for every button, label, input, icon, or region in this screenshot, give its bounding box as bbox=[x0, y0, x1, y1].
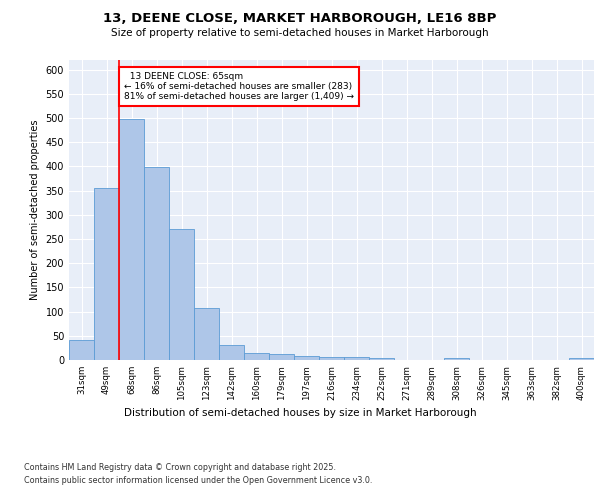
Bar bbox=[69, 340, 94, 360]
Bar bbox=[119, 119, 144, 360]
Text: 13 DEENE CLOSE: 65sqm
← 16% of semi-detached houses are smaller (283)
81% of sem: 13 DEENE CLOSE: 65sqm ← 16% of semi-deta… bbox=[124, 72, 354, 102]
Bar bbox=[319, 356, 344, 360]
Bar bbox=[194, 308, 219, 360]
Bar bbox=[219, 344, 244, 360]
Bar bbox=[244, 352, 269, 360]
Text: Distribution of semi-detached houses by size in Market Harborough: Distribution of semi-detached houses by … bbox=[124, 408, 476, 418]
Text: 13, DEENE CLOSE, MARKET HARBOROUGH, LE16 8BP: 13, DEENE CLOSE, MARKET HARBOROUGH, LE16… bbox=[103, 12, 497, 26]
Y-axis label: Number of semi-detached properties: Number of semi-detached properties bbox=[30, 120, 40, 300]
Bar bbox=[344, 357, 369, 360]
Text: Contains public sector information licensed under the Open Government Licence v3: Contains public sector information licen… bbox=[24, 476, 373, 485]
Text: Size of property relative to semi-detached houses in Market Harborough: Size of property relative to semi-detach… bbox=[111, 28, 489, 38]
Bar bbox=[369, 358, 394, 360]
Text: Contains HM Land Registry data © Crown copyright and database right 2025.: Contains HM Land Registry data © Crown c… bbox=[24, 462, 336, 471]
Bar bbox=[144, 168, 169, 360]
Bar bbox=[294, 356, 319, 360]
Bar bbox=[444, 358, 469, 360]
Bar bbox=[269, 354, 294, 360]
Bar bbox=[569, 358, 594, 360]
Bar bbox=[94, 188, 119, 360]
Bar bbox=[169, 230, 194, 360]
